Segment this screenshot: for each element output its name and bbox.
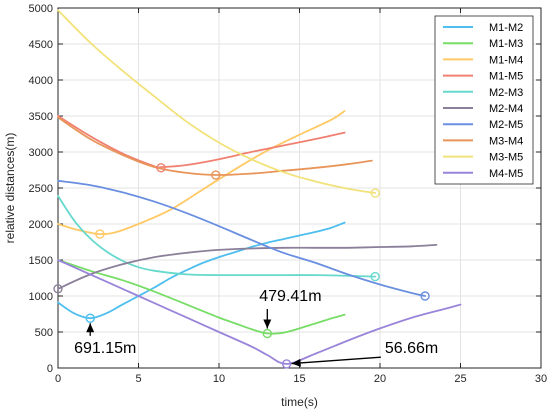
annotation-label: 691.15m — [74, 340, 136, 357]
y-tick-label: 4500 — [29, 39, 53, 51]
y-tick-label: 1500 — [29, 255, 53, 267]
legend-label-m3-m5: M3-M5 — [489, 152, 523, 164]
annotations: 691.15m 479.41m 56.66m — [74, 288, 438, 367]
x-axis-label: time(s) — [281, 395, 318, 409]
series-line-m2-m5 — [57, 179, 426, 297]
y-tick-label: 1000 — [29, 291, 53, 303]
series-marker-m1-m3 — [262, 328, 272, 339]
series-marker-m3-m5 — [370, 188, 380, 198]
x-tick-label: 20 — [374, 373, 386, 385]
series-marker-m2-m4 — [53, 284, 63, 294]
series-line-m3-m4 — [57, 116, 373, 176]
series-line-m1-m4 — [57, 110, 346, 236]
y-tick-label: 3500 — [29, 111, 53, 123]
series-marker-m3-m4 — [211, 170, 221, 180]
series-marker-m2-m5 — [420, 291, 430, 301]
x-tick-label: 25 — [454, 373, 466, 385]
series-line-m1-m3 — [57, 259, 346, 335]
y-tick-label: 500 — [35, 327, 53, 339]
annotation-arrow-shaft — [291, 356, 381, 365]
series-line-m1-m5 — [57, 115, 346, 169]
x-tick-label: 30 — [535, 373, 547, 385]
y-tick-label: 5000 — [29, 3, 53, 15]
annotation-label: 479.41m — [259, 288, 321, 305]
legend-label-m2-m5: M2-M5 — [489, 119, 523, 131]
legend-label-m1-m4: M1-M4 — [489, 54, 523, 66]
legend-label-m2-m4: M2-M4 — [489, 103, 523, 115]
legend-label-m4-m5: M4-M5 — [489, 168, 523, 180]
legend-label-m1-m3: M1-M3 — [489, 38, 523, 50]
y-tick-label: 0 — [47, 363, 53, 375]
series-marker-m1-m4 — [95, 229, 105, 239]
series-marker-m2-m3 — [370, 271, 380, 282]
legend-label-m1-m2: M1-M2 — [489, 22, 523, 34]
y-tick-label: 2500 — [29, 183, 53, 195]
annotation-arrow-head — [263, 319, 272, 329]
x-tick-label: 10 — [213, 373, 225, 385]
axes: 0 5 10 15 20 25 30 0 500 1000 1500 2000 2500 3000 3500… — [29, 3, 548, 385]
legend: M1-M2 M1-M3 M1-M4 M1-M5 M2-M3 M2-M4 M2-M5 M3-M4… — [434, 15, 534, 185]
series-line-m2-m3 — [57, 195, 377, 278]
legend-label-m2-m3: M2-M3 — [489, 87, 523, 99]
annotation-label: 56.66m — [385, 340, 438, 357]
series-line-m4-m5 — [57, 259, 462, 365]
y-tick-label: 2000 — [29, 219, 53, 231]
series-lines — [53, 9, 462, 369]
annotation-arrow-head — [86, 323, 95, 333]
series-marker-m4-m5 — [281, 359, 292, 369]
y-tick-label: 4000 — [29, 75, 53, 87]
y-tick-label: 3000 — [29, 147, 53, 159]
x-tick-label: 15 — [293, 373, 305, 385]
legend-label-m3-m4: M3-M4 — [489, 135, 523, 147]
series-marker-m1-m5 — [156, 163, 166, 173]
legend-label-m1-m5: M1-M5 — [489, 71, 523, 83]
annotation-arrow-head — [291, 358, 301, 367]
series-line-m3-m5 — [57, 9, 377, 194]
series-line-m1-m2 — [57, 221, 346, 320]
series-marker-m1-m2 — [85, 313, 95, 323]
y-axis-label: relative distances(m) — [3, 133, 17, 244]
x-tick-label: 5 — [135, 373, 141, 385]
x-tick-label: 0 — [55, 373, 61, 385]
series-line-m2-m4 — [57, 244, 438, 290]
